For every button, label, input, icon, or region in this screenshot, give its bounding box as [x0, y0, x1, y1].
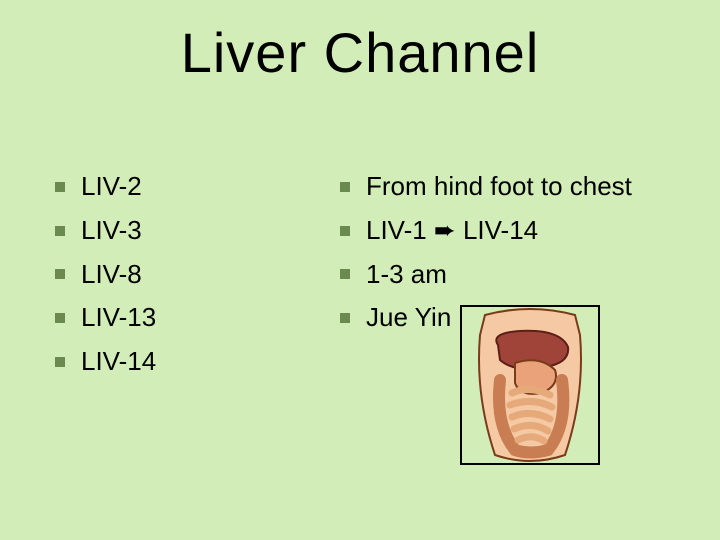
list-item: LIV-1 ➨ LIV-14 — [340, 214, 710, 248]
list-label: Jue Yin — [366, 301, 451, 335]
list-label: 1-3 am — [366, 258, 447, 292]
bullet-icon — [55, 182, 65, 192]
list-label: From hind foot to chest — [366, 170, 632, 204]
list-label: LIV-13 — [81, 301, 156, 335]
left-column: LIV-2 LIV-3 LIV-8 LIV-13 LIV-14 — [55, 170, 315, 389]
organs-icon — [460, 305, 600, 465]
list-item: 1-3 am — [340, 258, 710, 292]
bullet-icon — [55, 269, 65, 279]
list-label: LIV-8 — [81, 258, 142, 292]
list-item: LIV-2 — [55, 170, 315, 204]
bullet-icon — [55, 357, 65, 367]
list-label: LIV-2 — [81, 170, 142, 204]
list-label: LIV-3 — [81, 214, 142, 248]
slide: { "title": "Liver Channel", "left_items"… — [0, 0, 720, 540]
bullet-icon — [340, 182, 350, 192]
bullet-icon — [340, 226, 350, 236]
list-item: LIV-14 — [55, 345, 315, 379]
list-label: LIV-14 — [81, 345, 156, 379]
list-item: LIV-3 — [55, 214, 315, 248]
list-item: LIV-8 — [55, 258, 315, 292]
list-item: LIV-13 — [55, 301, 315, 335]
bullet-icon — [55, 226, 65, 236]
bullet-icon — [340, 269, 350, 279]
list-label: LIV-1 ➨ LIV-14 — [366, 214, 538, 248]
slide-title: Liver Channel — [0, 20, 720, 85]
bullet-icon — [340, 313, 350, 323]
bullet-icon — [55, 313, 65, 323]
list-item: From hind foot to chest — [340, 170, 710, 204]
